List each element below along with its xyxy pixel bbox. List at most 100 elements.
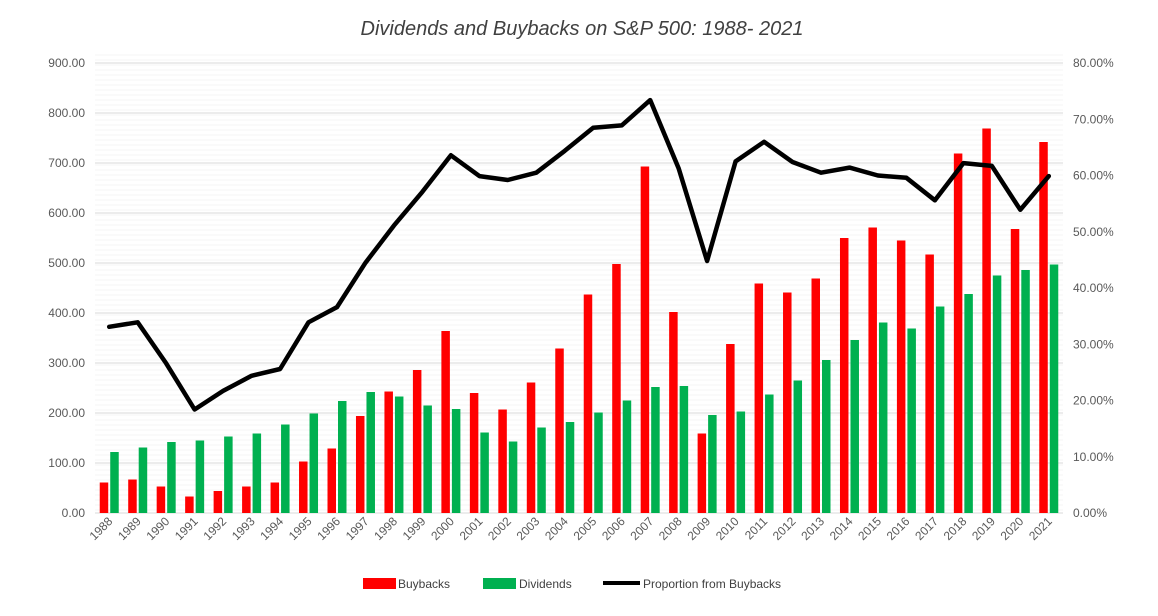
y-right-tick-label: 30.00% — [1073, 337, 1114, 351]
bar-buybacks-1998 — [384, 391, 393, 513]
y-right-tick-label: 40.00% — [1073, 281, 1114, 295]
bar-buybacks-1988 — [99, 482, 109, 513]
y-right-tick-label: 70.00% — [1073, 112, 1114, 126]
bar-dividends-2002 — [508, 441, 518, 513]
line-proportion-from-buybacks — [106, 97, 1052, 412]
y-left-tick-label: 900.00 — [48, 56, 85, 70]
bar-buybacks-2001 — [469, 393, 479, 513]
bar-dividends-1995 — [309, 413, 319, 513]
bar-dividends-2010 — [736, 411, 746, 513]
bar-dividends-1994 — [281, 424, 290, 513]
bar-buybacks-2014 — [839, 238, 849, 513]
bar-buybacks-1999 — [412, 370, 422, 513]
proportion-line — [106, 97, 1052, 412]
bar-dividends-1997 — [366, 392, 375, 513]
bar-buybacks-2011 — [754, 283, 764, 513]
bar-dividends-2018 — [964, 294, 973, 513]
bar-buybacks-2008 — [669, 312, 678, 513]
bar-buybacks-2013 — [811, 278, 820, 513]
bar-buybacks-2007 — [640, 166, 650, 513]
bar-dividends-2007 — [651, 387, 660, 513]
bar-dividends-2015 — [878, 322, 888, 513]
bar-buybacks-1993 — [242, 486, 251, 513]
bars — [99, 128, 1059, 513]
right-axis: 80.00% 70.00% 60.00% 50.00% 40.00% 30.00% 20.0… — [1073, 56, 1114, 520]
bar-buybacks-1989 — [128, 479, 137, 513]
y-left-tick-label: 700.00 — [48, 156, 85, 170]
bar-dividends-1996 — [338, 401, 347, 513]
legend-label-buybacks: Buybacks — [398, 577, 450, 591]
bar-buybacks-2017 — [925, 254, 934, 513]
legend-label-dividends: Dividends — [519, 577, 572, 591]
bar-dividends-2012 — [793, 380, 803, 513]
bar-dividends-2000 — [451, 409, 461, 513]
y-right-tick-label: 50.00% — [1073, 225, 1114, 239]
bar-dividends-1992 — [224, 436, 233, 513]
bar-dividends-1999 — [423, 405, 432, 513]
bar-buybacks-2009 — [697, 433, 707, 513]
bar-dividends-2017 — [935, 306, 945, 513]
y-left-tick-label: 100.00 — [48, 456, 85, 470]
bar-buybacks-2005 — [583, 294, 593, 513]
y-right-tick-label: 10.00% — [1073, 450, 1114, 464]
bar-dividends-1991 — [195, 440, 205, 513]
bar-buybacks-1994 — [270, 482, 280, 513]
bar-buybacks-1991 — [185, 496, 194, 513]
bar-buybacks-1995 — [299, 461, 308, 513]
y-left-tick-label: 800.00 — [48, 106, 85, 120]
bar-dividends-2016 — [907, 328, 916, 513]
bar-buybacks-2020 — [1010, 229, 1020, 513]
y-left-tick-label: 500.00 — [48, 256, 85, 270]
bar-buybacks-1997 — [355, 416, 365, 513]
y-right-tick-label: 20.00% — [1073, 394, 1114, 408]
left-axis: 900.00 800.00 700.00 600.00 500.00 400.00 300.… — [48, 56, 85, 520]
bar-dividends-1989 — [138, 447, 148, 513]
bar-buybacks-2021 — [1039, 142, 1048, 513]
bar-buybacks-2016 — [896, 240, 906, 513]
y-right-tick-label: 0.00% — [1073, 506, 1107, 520]
bar-dividends-2019 — [992, 275, 1002, 513]
bar-buybacks-2018 — [953, 153, 963, 513]
bar-dividends-2014 — [850, 340, 859, 513]
bar-buybacks-2000 — [441, 331, 450, 513]
chart-title: Dividends and Buybacks on S&P 500: 1988-… — [361, 18, 804, 40]
bar-dividends-2013 — [822, 360, 831, 513]
bar-buybacks-2010 — [726, 344, 735, 513]
y-left-tick-label: 400.00 — [48, 306, 85, 320]
bar-dividends-2021 — [1049, 264, 1059, 513]
bar-dividends-1988 — [110, 452, 119, 513]
bar-dividends-1998 — [394, 396, 404, 513]
y-left-tick-label: 600.00 — [48, 206, 85, 220]
bar-dividends-2001 — [480, 432, 489, 513]
legend-swatch-dividends — [483, 578, 516, 589]
bar-dividends-2005 — [594, 412, 603, 513]
bar-dividends-1990 — [167, 442, 176, 513]
bar-buybacks-2006 — [612, 264, 621, 513]
bar-dividends-2004 — [565, 422, 575, 513]
y-left-tick-label: 200.00 — [48, 406, 85, 420]
bar-buybacks-2019 — [982, 128, 991, 513]
y-left-tick-label: 300.00 — [48, 356, 85, 370]
y-right-tick-label: 80.00% — [1073, 56, 1114, 70]
bar-dividends-2006 — [622, 400, 632, 513]
bar-buybacks-2004 — [555, 348, 564, 513]
bar-buybacks-2002 — [498, 409, 507, 513]
bar-dividends-2008 — [679, 386, 689, 513]
bar-buybacks-2015 — [868, 227, 877, 513]
legend-swatch-buybacks — [363, 578, 396, 589]
bar-buybacks-2012 — [783, 292, 792, 513]
bar-buybacks-1990 — [156, 486, 166, 513]
y-right-tick-label: 60.00% — [1073, 169, 1114, 183]
bar-dividends-2020 — [1021, 270, 1030, 513]
bar-dividends-1993 — [252, 433, 262, 513]
bar-dividends-2003 — [537, 427, 546, 513]
bar-dividends-2011 — [765, 394, 774, 513]
bar-buybacks-1996 — [327, 448, 336, 513]
bar-dividends-2009 — [708, 415, 717, 513]
y-left-tick-label: 0.00 — [62, 506, 86, 520]
bar-buybacks-1992 — [213, 491, 223, 513]
bar-buybacks-2003 — [526, 382, 536, 513]
legend-label-proportion: Proportion from Buybacks — [643, 577, 781, 591]
legend: Buybacks Dividends Proportion from Buyba… — [363, 577, 781, 591]
